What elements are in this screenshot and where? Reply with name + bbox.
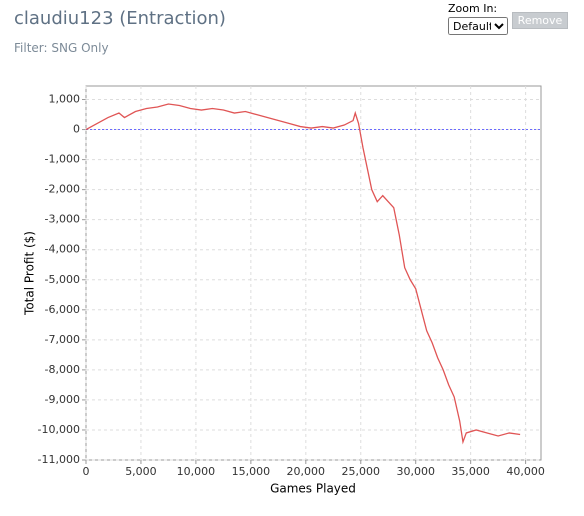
x-tick-label: 25,000	[342, 465, 381, 478]
y-tick-label: -7,000	[45, 333, 80, 346]
x-tick-label: 10,000	[177, 465, 216, 478]
y-tick-label: -3,000	[45, 213, 80, 226]
page-title: claudiu123 (Entraction)	[14, 8, 226, 29]
y-tick-label: 0	[73, 123, 80, 136]
y-axis-label: Total Profit ($)	[23, 231, 37, 316]
x-tick-label: 0	[83, 465, 90, 478]
y-tick-label: -9,000	[45, 393, 80, 406]
zoom-select[interactable]: Default	[448, 17, 508, 35]
x-tick-label: 35,000	[451, 465, 490, 478]
zoom-label: Zoom In:	[448, 2, 498, 15]
profit-line	[85, 103, 521, 445]
y-tick-label: -11,000	[38, 453, 80, 466]
y-tick-label: -8,000	[45, 363, 80, 376]
filter-label: Filter: SNG Only	[14, 41, 109, 55]
y-tick-label: -10,000	[38, 423, 80, 436]
plot-area	[85, 85, 542, 461]
y-tick-label: -2,000	[45, 183, 80, 196]
x-tick-label: 5,000	[125, 465, 157, 478]
y-tick-label: 1,000	[49, 93, 81, 106]
x-tick-label: 40,000	[506, 465, 545, 478]
y-tick-label: -6,000	[45, 303, 80, 316]
y-tick-label: -1,000	[45, 153, 80, 166]
remove-button[interactable]: Remove	[512, 12, 568, 29]
x-tick-label: 20,000	[287, 465, 326, 478]
y-tick-label: -4,000	[45, 243, 80, 256]
y-tick-label: -5,000	[45, 273, 80, 286]
x-tick-label: 30,000	[396, 465, 435, 478]
x-axis-label: Games Played	[270, 482, 356, 496]
x-tick-label: 15,000	[232, 465, 271, 478]
